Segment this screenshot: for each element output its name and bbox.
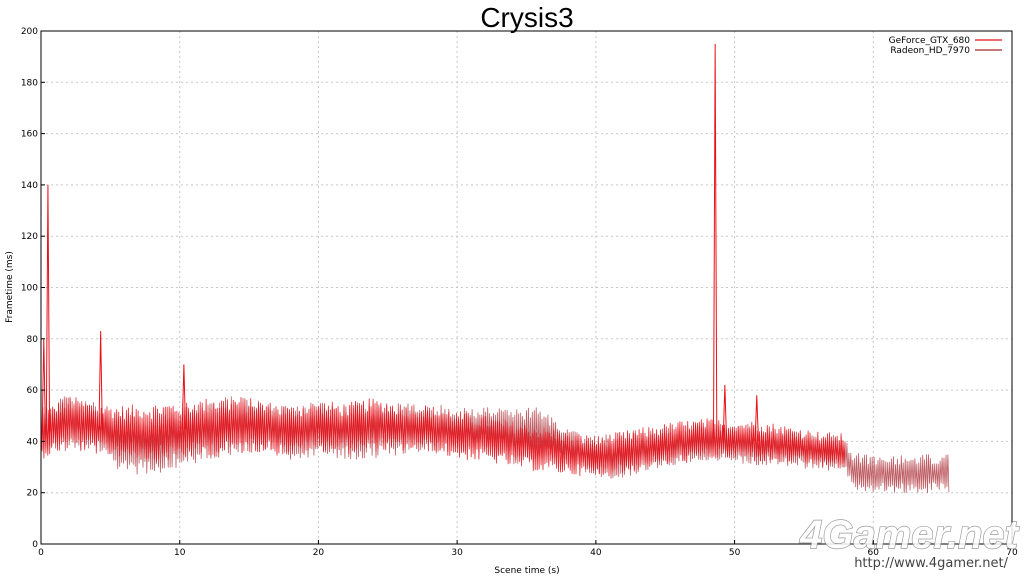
- spike-geforce-gtx-680: [41, 338, 46, 434]
- spike-geforce-gtx-680: [712, 43, 718, 440]
- spike-geforce-gtx-680: [722, 384, 728, 440]
- spike-geforce-gtx-680: [181, 364, 187, 430]
- y-tick-label: 60: [27, 386, 39, 396]
- x-tick-label: 30: [451, 548, 463, 558]
- watermark-url: http://www.4gamer.net/: [854, 556, 1008, 571]
- y-tick-label: 20: [27, 489, 39, 499]
- spike-geforce-gtx-680: [754, 395, 759, 442]
- x-tick-label: 60: [868, 548, 880, 558]
- y-tick-label: 100: [21, 284, 38, 294]
- spike-geforce-gtx-680: [98, 331, 103, 429]
- x-axis-title: Scene time (s): [494, 566, 559, 576]
- x-tick-label: 70: [1006, 548, 1018, 558]
- spike-geforce-gtx-680: [45, 184, 51, 432]
- y-tick-label: 120: [21, 232, 38, 242]
- axis-ticks: 0 10 20 30 40 50 60 70 0 20 40 60 80 100 120 140 160 180 2…: [21, 27, 1018, 558]
- y-tick-label: 80: [27, 335, 39, 345]
- y-tick-label: 40: [27, 437, 39, 447]
- y-tick-label: 160: [21, 130, 38, 140]
- y-tick-label: 180: [21, 78, 38, 88]
- watermark-logo: 4Gamer.net: [799, 513, 1020, 557]
- x-tick-label: 20: [313, 548, 325, 558]
- x-tick-label: 10: [174, 548, 186, 558]
- x-tick-label: 50: [729, 548, 741, 558]
- legend: GeForce_GTX_680 Radeon_HD_7970: [889, 36, 1002, 56]
- chart-title: Crysis3: [480, 2, 573, 33]
- y-tick-label: 0: [32, 540, 38, 550]
- series-plot: [40, 43, 950, 494]
- series-line-geforce-gtx-680: [40, 397, 846, 477]
- x-tick-label: 0: [38, 548, 44, 558]
- watermark: 4Gamer.net http://www.4gamer.net/: [798, 512, 1020, 571]
- legend-label-geforce: GeForce_GTX_680: [889, 36, 971, 46]
- y-tick-label: 200: [21, 27, 38, 37]
- y-axis-title: Frametime (ms): [5, 251, 15, 323]
- x-tick-label: 40: [590, 548, 602, 558]
- legend-label-radeon: Radeon_HD_7970: [890, 46, 970, 56]
- y-tick-label: 140: [21, 181, 38, 191]
- grid: [41, 31, 1012, 544]
